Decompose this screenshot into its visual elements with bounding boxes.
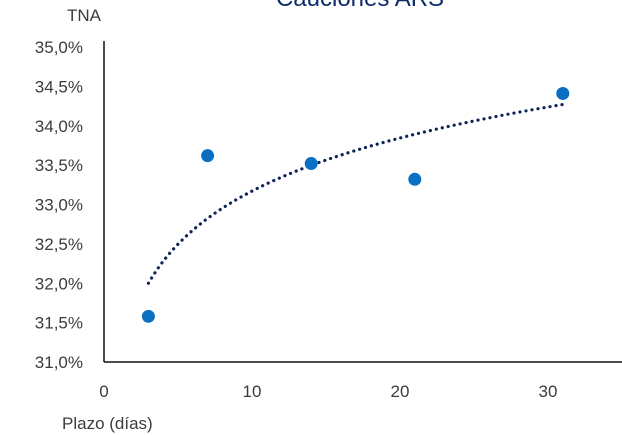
y-tick-labels: 31,0% 31,5% 32,0% 32,5% 33,0% 33,5% 34,0% 34,5%… (35, 38, 83, 372)
y-tick-label: 32,0% (35, 274, 83, 293)
data-point (408, 172, 422, 186)
y-tick-label: 33,5% (35, 156, 83, 175)
data-point (304, 157, 318, 171)
y-tick-label: 35,0% (35, 38, 83, 57)
x-tick-label: 20 (391, 382, 410, 401)
trendline (146, 102, 565, 285)
trendline-path (146, 102, 565, 285)
chart-title: Cauciones ARS (276, 0, 444, 12)
y-tick-label: 34,5% (35, 77, 83, 96)
y-tick-label: 32,5% (35, 235, 83, 254)
x-tick-label: 30 (539, 382, 558, 401)
data-point (201, 149, 215, 163)
y-tick-label: 31,0% (35, 353, 83, 372)
x-tick-label: 10 (243, 382, 262, 401)
data-point (556, 86, 570, 100)
data-points (141, 86, 570, 323)
y-tick-label: 31,5% (35, 314, 83, 333)
data-point (141, 309, 155, 323)
axes (103, 41, 622, 363)
y-tick-label: 34,0% (35, 117, 83, 136)
y-tick-label: 33,0% (35, 196, 83, 215)
x-axis-title: Plazo (días) (62, 414, 153, 433)
y-axis-title: TNA (67, 6, 102, 25)
x-tick-labels: 0 10 20 30 (99, 382, 557, 401)
x-tick-label: 0 (99, 382, 108, 401)
